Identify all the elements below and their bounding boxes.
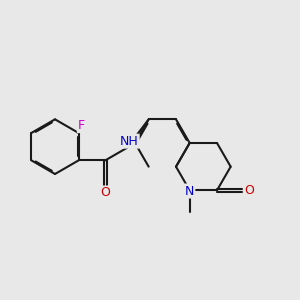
- Text: N: N: [185, 184, 194, 197]
- Text: O: O: [100, 187, 110, 200]
- Text: F: F: [78, 119, 85, 132]
- Text: NH: NH: [120, 135, 139, 148]
- Text: O: O: [244, 184, 254, 197]
